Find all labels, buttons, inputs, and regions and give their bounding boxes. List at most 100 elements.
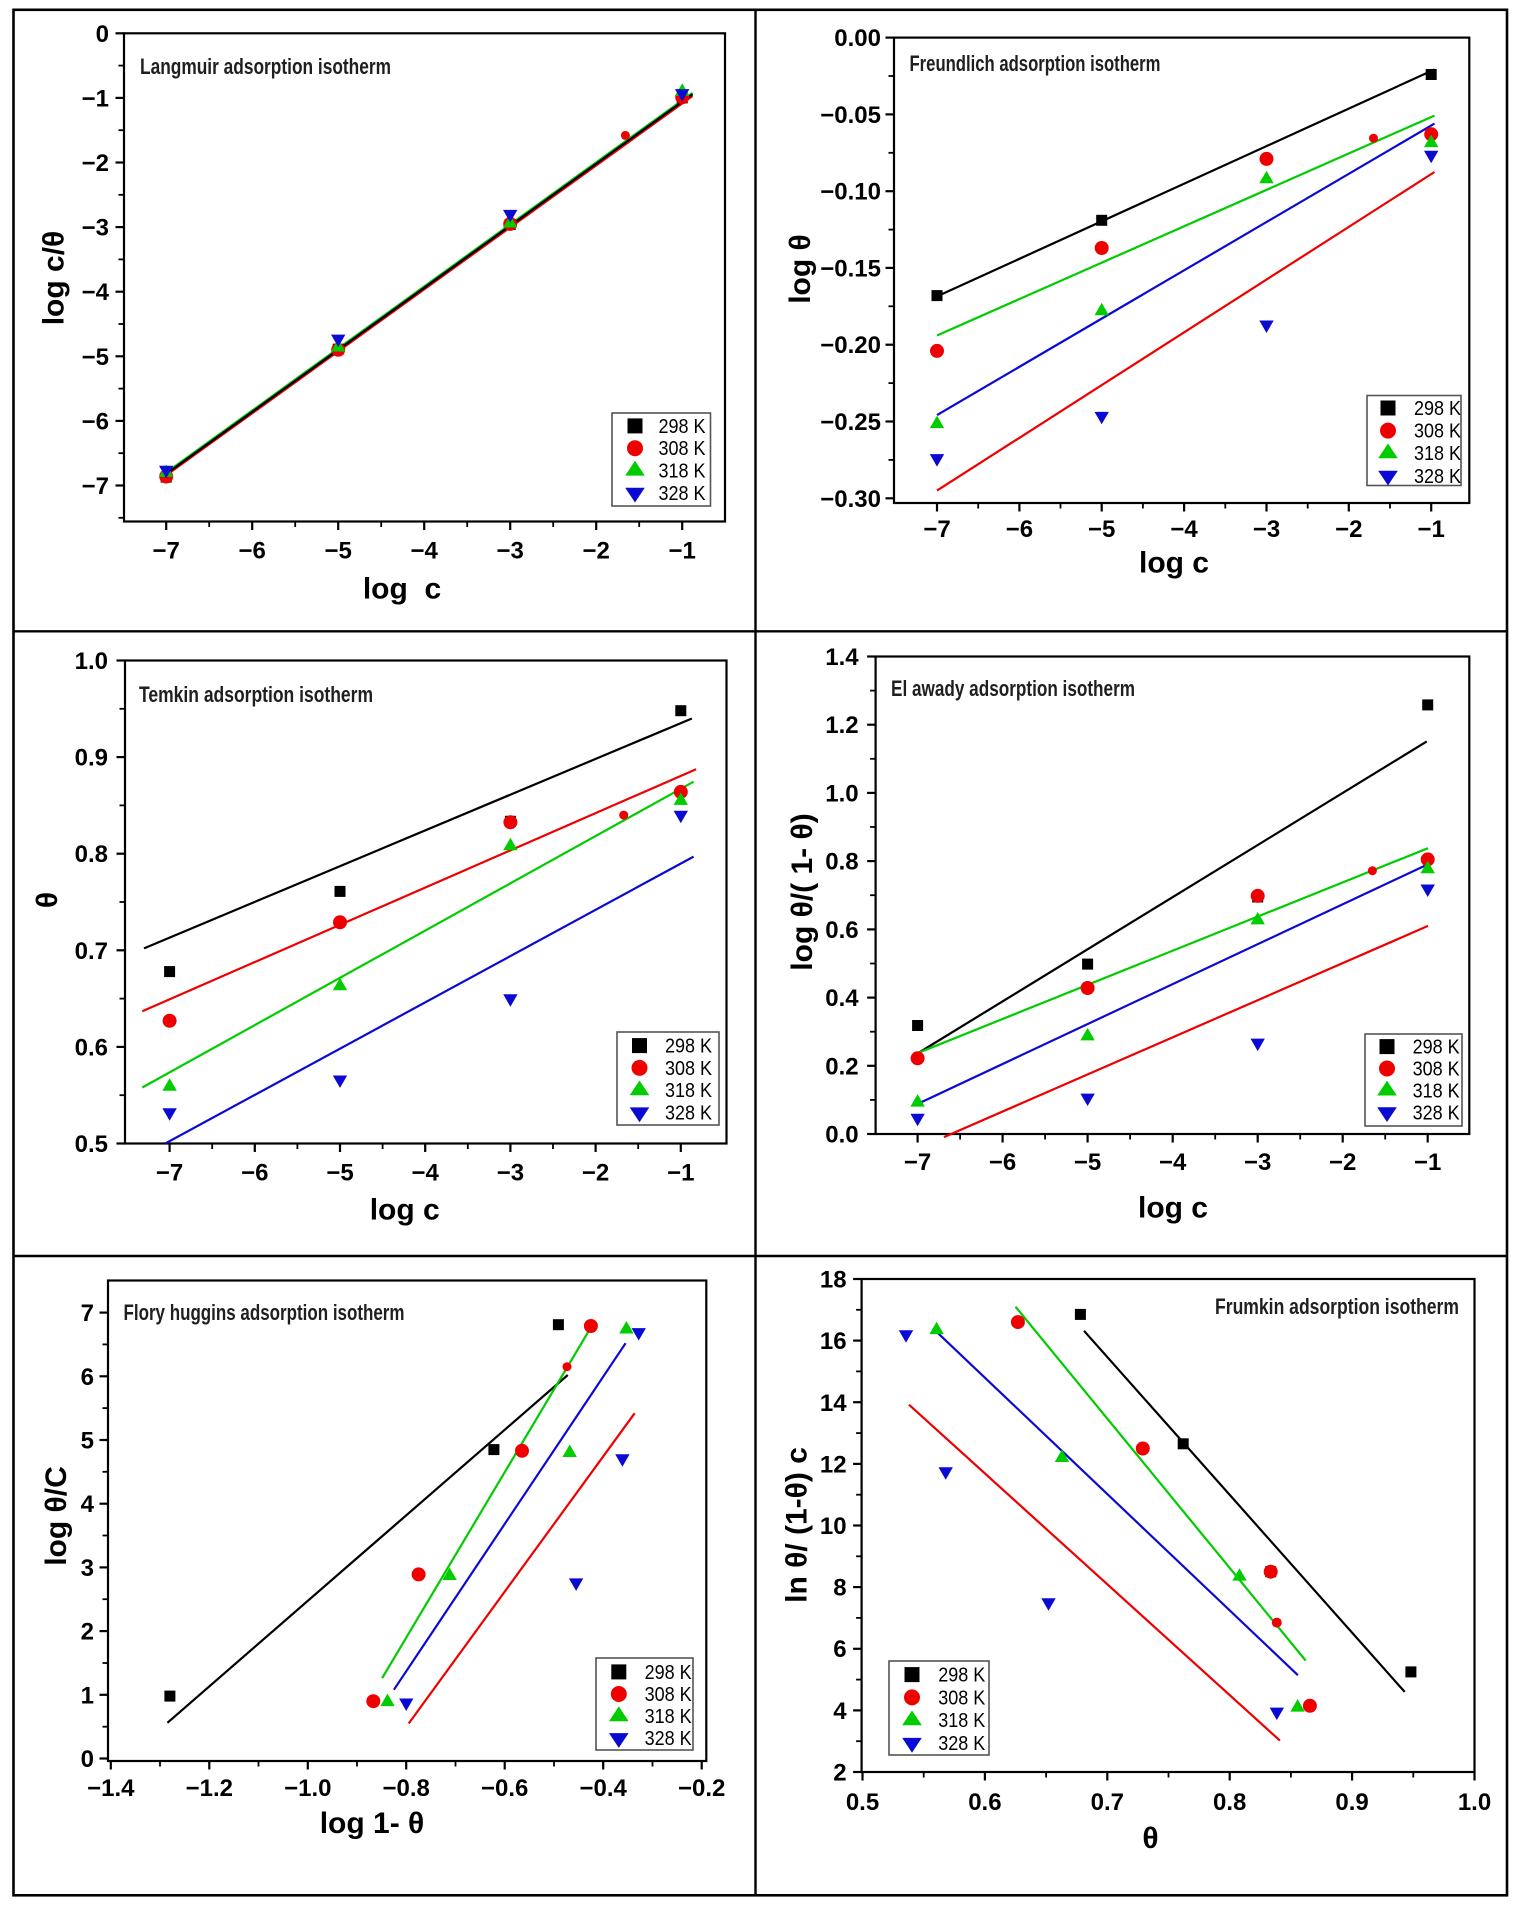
svg-text:318 K: 318 K — [665, 1080, 713, 1102]
svg-text:308 K: 308 K — [665, 1058, 713, 1080]
svg-text:Temkin adsorption isotherm: Temkin adsorption isotherm — [139, 682, 373, 707]
svg-text:El awady adsorption isotherm: El awady adsorption isotherm — [891, 676, 1135, 701]
svg-text:328 K: 328 K — [1413, 1102, 1461, 1124]
svg-text:−4: −4 — [1159, 1149, 1187, 1176]
svg-text:318 K: 318 K — [938, 1710, 986, 1732]
svg-text:0.0: 0.0 — [825, 1122, 858, 1149]
svg-text:θ: θ — [1142, 1822, 1158, 1855]
svg-text:328 K: 328 K — [938, 1733, 986, 1755]
svg-text:log c: log c — [370, 1194, 440, 1227]
svg-text:−2: −2 — [1335, 516, 1362, 543]
svg-text:298 K: 298 K — [665, 1036, 713, 1058]
svg-text:0.6: 0.6 — [968, 1789, 1001, 1816]
svg-text:−0.4: −0.4 — [580, 1775, 628, 1802]
svg-text:1: 1 — [81, 1682, 94, 1709]
svg-text:−7: −7 — [153, 538, 180, 565]
svg-text:log c/θ: log c/θ — [38, 231, 71, 326]
svg-text:14: 14 — [820, 1390, 847, 1417]
svg-text:328 K: 328 K — [665, 1103, 713, 1125]
svg-text:0.6: 0.6 — [825, 917, 858, 944]
svg-text:0.8: 0.8 — [1213, 1789, 1246, 1816]
svg-text:−0.8: −0.8 — [383, 1775, 430, 1802]
svg-text:308 K: 308 K — [645, 1684, 693, 1706]
svg-text:−2: −2 — [582, 1160, 609, 1187]
svg-text:0.4: 0.4 — [825, 985, 859, 1012]
svg-text:−1.4: −1.4 — [87, 1775, 135, 1802]
svg-text:−6: −6 — [239, 538, 266, 565]
svg-text:8: 8 — [833, 1575, 846, 1602]
svg-text:log c: log c — [1139, 547, 1209, 580]
svg-text:298 K: 298 K — [659, 416, 707, 438]
svg-text:log 1- θ: log 1- θ — [320, 1807, 425, 1840]
svg-text:308 K: 308 K — [659, 438, 707, 460]
svg-text:−6: −6 — [241, 1160, 268, 1187]
svg-text:4: 4 — [81, 1491, 95, 1518]
svg-text:log θ/( 1- θ): log θ/( 1- θ) — [786, 813, 819, 970]
svg-text:6: 6 — [833, 1636, 846, 1663]
svg-text:−5: −5 — [82, 344, 109, 371]
svg-text:308 K: 308 K — [938, 1687, 986, 1709]
svg-text:Flory huggins adsorption isoth: Flory huggins adsorption isotherm — [124, 1300, 405, 1325]
svg-text:18: 18 — [820, 1267, 847, 1294]
svg-text:log θ: log θ — [784, 234, 817, 304]
svg-text:0: 0 — [96, 21, 109, 48]
svg-text:0.7: 0.7 — [75, 938, 108, 965]
svg-text:−0.10: −0.10 — [820, 179, 881, 206]
svg-text:318 K: 318 K — [1413, 1080, 1461, 1102]
svg-text:−3: −3 — [1244, 1149, 1271, 1176]
svg-text:−5: −5 — [326, 1160, 353, 1187]
svg-text:−4: −4 — [412, 1160, 440, 1187]
svg-text:−5: −5 — [325, 538, 352, 565]
svg-text:−3: −3 — [82, 215, 109, 242]
svg-text:4: 4 — [833, 1698, 847, 1725]
svg-text:−1: −1 — [1418, 516, 1445, 543]
svg-text:−0.30: −0.30 — [820, 486, 881, 513]
svg-text:−3: −3 — [497, 538, 524, 565]
svg-text:328 K: 328 K — [1414, 466, 1462, 488]
svg-text:−1.2: −1.2 — [186, 1775, 233, 1802]
svg-text:0.9: 0.9 — [1335, 1789, 1368, 1816]
svg-text:298 K: 298 K — [1413, 1037, 1461, 1059]
svg-text:1.0: 1.0 — [825, 780, 858, 807]
svg-text:318 K: 318 K — [645, 1706, 693, 1728]
svg-text:6: 6 — [81, 1364, 94, 1391]
svg-text:298 K: 298 K — [938, 1665, 986, 1687]
svg-text:−0.05: −0.05 — [820, 102, 881, 129]
svg-text:3: 3 — [81, 1555, 94, 1582]
svg-text:−2: −2 — [82, 150, 109, 177]
svg-text:5: 5 — [81, 1428, 94, 1455]
svg-text:0.8: 0.8 — [825, 849, 858, 876]
svg-text:−7: −7 — [82, 473, 109, 500]
svg-text:−6: −6 — [1006, 516, 1033, 543]
svg-text:0.5: 0.5 — [846, 1789, 879, 1816]
svg-text:−0.15: −0.15 — [820, 255, 881, 282]
svg-text:1.0: 1.0 — [1458, 1789, 1491, 1816]
svg-text:0.2: 0.2 — [825, 1053, 858, 1080]
svg-text:−3: −3 — [1253, 516, 1280, 543]
svg-text:328 K: 328 K — [645, 1728, 693, 1750]
svg-text:318 K: 318 K — [1414, 443, 1462, 465]
svg-text:0.5: 0.5 — [75, 1131, 108, 1158]
svg-text:1.4: 1.4 — [825, 644, 859, 671]
svg-text:0: 0 — [81, 1746, 94, 1773]
svg-text:318 K: 318 K — [659, 461, 707, 483]
svg-text:−1: −1 — [669, 538, 696, 565]
svg-text:298 K: 298 K — [1414, 398, 1462, 420]
svg-text:7: 7 — [81, 1300, 94, 1327]
svg-text:−3: −3 — [497, 1160, 524, 1187]
svg-text:−0.25: −0.25 — [820, 409, 881, 436]
svg-text:−2: −2 — [583, 538, 610, 565]
svg-text:0.00: 0.00 — [834, 25, 881, 52]
svg-text:298 K: 298 K — [645, 1662, 693, 1684]
svg-text:−1: −1 — [1414, 1149, 1441, 1176]
svg-text:−1: −1 — [82, 85, 109, 112]
svg-text:log c: log c — [1138, 1192, 1208, 1225]
svg-text:−7: −7 — [923, 516, 950, 543]
svg-text:−6: −6 — [82, 408, 109, 435]
svg-text:328 K: 328 K — [659, 483, 707, 505]
svg-text:−5: −5 — [1088, 516, 1115, 543]
svg-text:−4: −4 — [1170, 516, 1198, 543]
svg-text:308 K: 308 K — [1414, 421, 1462, 443]
svg-text:−4: −4 — [82, 279, 110, 306]
svg-text:−0.20: −0.20 — [820, 332, 881, 359]
